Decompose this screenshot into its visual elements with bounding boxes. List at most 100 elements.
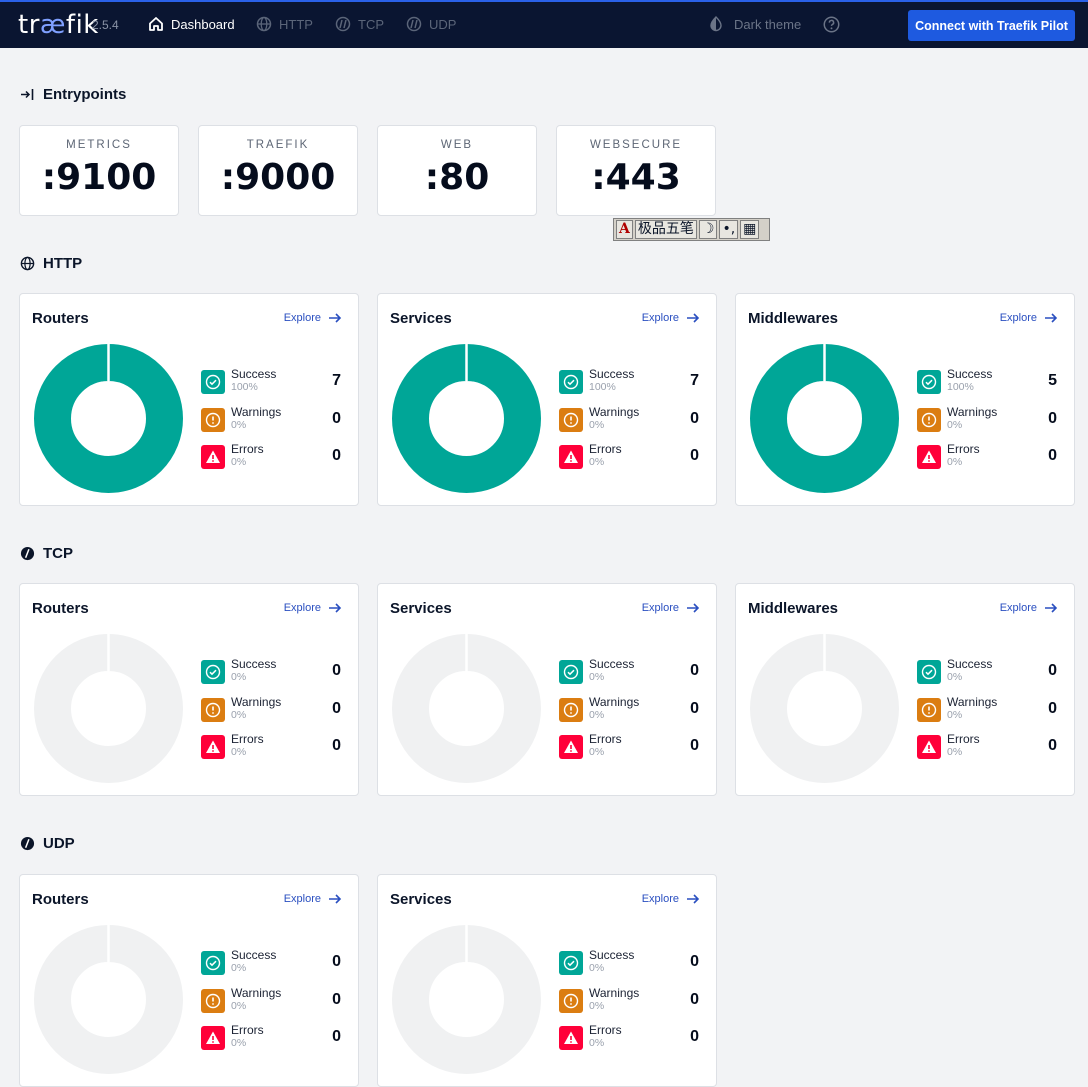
stat-errors: Errors 0% 0 xyxy=(201,442,343,476)
protocol-icon xyxy=(406,16,422,32)
ime-name[interactable]: 极品五笔 xyxy=(634,220,697,239)
explore-link[interactable]: Explore xyxy=(642,892,700,906)
entrypoint-name: WEBSECURE xyxy=(589,139,683,151)
warning-icon xyxy=(201,408,225,432)
tcp-heading: TCP xyxy=(20,545,73,562)
stat-label: Success xyxy=(947,657,993,671)
check-circle-icon xyxy=(559,951,583,975)
connect-pilot-button[interactable]: Connect with Traefik Pilot xyxy=(908,10,1075,41)
stat-label: Errors xyxy=(947,442,980,456)
entrypoint-port: :80 xyxy=(424,157,490,198)
stat-percent: 0% xyxy=(589,456,605,468)
nav-tcp-label: TCP xyxy=(358,16,384,32)
error-icon xyxy=(559,445,583,469)
arrow-right-icon xyxy=(329,894,342,904)
entrypoint-port: :9000 xyxy=(220,157,336,198)
udp-heading: UDP xyxy=(20,835,75,852)
ime-punct-icon[interactable]: •, xyxy=(719,220,739,239)
stat-label: Warnings xyxy=(589,405,640,419)
explore-link[interactable]: Explore xyxy=(642,311,700,325)
explore-link[interactable]: Explore xyxy=(1000,601,1058,615)
traefik-logo[interactable]: træfik xyxy=(18,10,99,40)
nav-udp[interactable]: UDP xyxy=(406,16,456,32)
stat-errors: Errors 0% 0 xyxy=(201,732,343,766)
stat-percent: 0% xyxy=(231,1000,247,1012)
entrypoint-name: WEB xyxy=(440,139,474,151)
explore-link[interactable]: Explore xyxy=(642,601,700,615)
check-circle-icon xyxy=(201,660,225,684)
card-title: Routers xyxy=(32,600,89,617)
stat-label: Warnings xyxy=(589,986,640,1000)
stat-count: 0 xyxy=(690,662,699,679)
stat-count: 0 xyxy=(690,700,699,717)
explore-link[interactable]: Explore xyxy=(284,311,342,325)
stat-count: 0 xyxy=(690,447,699,464)
stat-percent: 100% xyxy=(231,381,258,393)
globe-icon xyxy=(20,256,35,271)
nav-dashboard-label: Dashboard xyxy=(171,16,235,32)
entrypoint-name: METRICS xyxy=(66,139,132,151)
stat-count: 5 xyxy=(1048,372,1057,389)
ime-mode-button[interactable]: A xyxy=(616,220,633,239)
logo-text-accent: æ xyxy=(39,10,66,40)
protocol-icon xyxy=(20,546,35,561)
check-circle-icon xyxy=(201,951,225,975)
keyboard-icon[interactable]: ▦ xyxy=(740,220,760,239)
entrypoint-card-websecure: WEBSECURE :443 xyxy=(556,125,716,216)
stat-count: 0 xyxy=(332,662,341,679)
ime-toolbar[interactable]: A 极品五笔 ☽ •, ▦ xyxy=(613,218,770,241)
help-button[interactable] xyxy=(823,16,840,38)
protocol-icon xyxy=(20,836,35,851)
logo-text-end: fik xyxy=(65,10,99,40)
ime-fullwidth-icon[interactable]: ☽ xyxy=(698,220,718,239)
udp-routers-card: Routers Explore Success 0% 0 Warnings 0% 0 Error… xyxy=(19,874,359,1087)
stat-percent: 0% xyxy=(231,962,247,974)
arrow-right-icon xyxy=(687,894,700,904)
stat-count: 0 xyxy=(332,991,341,1008)
nav-dashboard[interactable]: Dashboard xyxy=(148,16,235,32)
stat-errors: Errors 0% 0 xyxy=(917,732,1059,766)
help-icon xyxy=(823,16,840,33)
stat-percent: 0% xyxy=(589,419,605,431)
home-icon xyxy=(149,17,163,31)
dark-theme-toggle[interactable]: Dark theme xyxy=(708,16,801,32)
check-circle-icon xyxy=(201,370,225,394)
warning-icon xyxy=(559,698,583,722)
stat-success: Success 0% 0 xyxy=(559,948,701,982)
stat-count: 0 xyxy=(332,700,341,717)
stat-errors: Errors 0% 0 xyxy=(201,1023,343,1057)
stat-errors: Errors 0% 0 xyxy=(917,442,1059,476)
stat-count: 0 xyxy=(1048,662,1057,679)
http-heading: HTTP xyxy=(20,255,82,272)
explore-link[interactable]: Explore xyxy=(1000,311,1058,325)
stat-success: Success 100% 7 xyxy=(559,367,701,401)
stat-warnings: Warnings 0% 0 xyxy=(201,695,343,729)
nav-tcp[interactable]: TCP xyxy=(335,16,384,32)
explore-link[interactable]: Explore xyxy=(284,601,342,615)
http-title: HTTP xyxy=(43,255,83,272)
stat-count: 0 xyxy=(332,410,341,427)
arrow-right-icon xyxy=(329,313,342,323)
warning-icon xyxy=(559,989,583,1013)
stat-percent: 0% xyxy=(231,671,247,683)
version-label: 2.5.4 xyxy=(92,18,119,32)
stat-percent: 0% xyxy=(947,671,963,683)
entrypoint-port: :9100 xyxy=(41,157,157,198)
arrow-right-icon xyxy=(1045,603,1058,613)
status-donut-chart xyxy=(750,634,899,783)
stat-percent: 0% xyxy=(947,709,963,721)
arrow-right-icon xyxy=(329,603,342,613)
logo-text: tr xyxy=(18,10,40,40)
http-services-card: Services Explore Success 100% 7 Warnings 0% 0 Er… xyxy=(377,293,717,506)
stat-percent: 100% xyxy=(947,381,974,393)
http-routers-card: Routers Explore Success 100% 7 Warnings 0% 0 Err… xyxy=(19,293,359,506)
explore-link[interactable]: Explore xyxy=(284,892,342,906)
stat-percent: 0% xyxy=(947,456,963,468)
check-circle-icon xyxy=(917,660,941,684)
stat-percent: 0% xyxy=(947,419,963,431)
explore-label: Explore xyxy=(283,893,321,905)
tcp-routers-card: Routers Explore Success 0% 0 Warnings 0% 0 Error… xyxy=(19,583,359,796)
protocol-icon xyxy=(335,16,351,32)
stat-label: Success xyxy=(231,948,277,962)
nav-http[interactable]: HTTP xyxy=(256,16,313,32)
